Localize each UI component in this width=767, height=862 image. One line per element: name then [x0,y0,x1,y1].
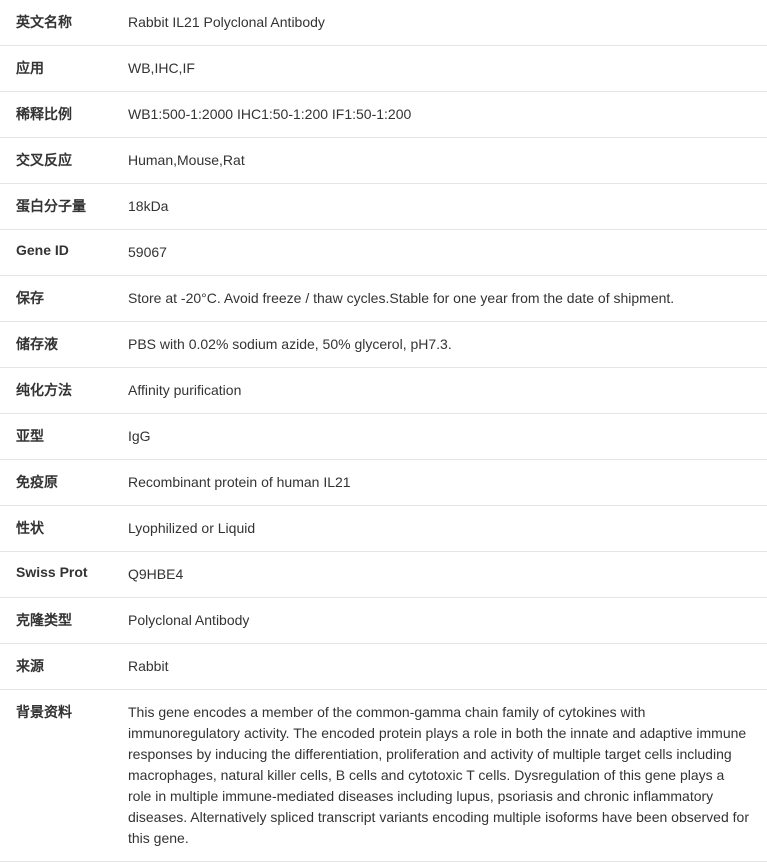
table-row: 保存 Store at -20°C. Avoid freeze / thaw c… [0,276,767,322]
table-row: 免疫原 Recombinant protein of human IL21 [0,460,767,506]
row-label: 性状 [0,506,120,552]
table-row: Swiss Prot Q9HBE4 [0,552,767,598]
row-value: Rabbit [120,644,767,690]
row-value: Rabbit IL21 Polyclonal Antibody [120,0,767,46]
table-row: 蛋白分子量 18kDa [0,184,767,230]
row-value: WB1:500-1:2000 IHC1:50-1:200 IF1:50-1:20… [120,92,767,138]
row-label: 来源 [0,644,120,690]
row-value: Recombinant protein of human IL21 [120,460,767,506]
row-label: Swiss Prot [0,552,120,598]
row-value: This gene encodes a member of the common… [120,690,767,862]
table-row: 亚型 IgG [0,414,767,460]
row-label: 免疫原 [0,460,120,506]
spec-table-body: 英文名称 Rabbit IL21 Polyclonal Antibody 应用 … [0,0,767,862]
row-label: 背景资料 [0,690,120,862]
row-label: 保存 [0,276,120,322]
row-value: Affinity purification [120,368,767,414]
row-value: IgG [120,414,767,460]
row-value: Store at -20°C. Avoid freeze / thaw cycl… [120,276,767,322]
row-label: 应用 [0,46,120,92]
table-row: Gene ID 59067 [0,230,767,276]
row-label: 纯化方法 [0,368,120,414]
spec-table: 英文名称 Rabbit IL21 Polyclonal Antibody 应用 … [0,0,767,862]
row-value: Human,Mouse,Rat [120,138,767,184]
row-label: Gene ID [0,230,120,276]
table-row: 背景资料 This gene encodes a member of the c… [0,690,767,862]
row-label: 英文名称 [0,0,120,46]
table-row: 应用 WB,IHC,IF [0,46,767,92]
row-label: 亚型 [0,414,120,460]
row-value: WB,IHC,IF [120,46,767,92]
table-row: 克隆类型 Polyclonal Antibody [0,598,767,644]
table-row: 稀释比例 WB1:500-1:2000 IHC1:50-1:200 IF1:50… [0,92,767,138]
row-value: PBS with 0.02% sodium azide, 50% glycero… [120,322,767,368]
row-label: 交叉反应 [0,138,120,184]
row-label: 稀释比例 [0,92,120,138]
table-row: 纯化方法 Affinity purification [0,368,767,414]
row-value: Q9HBE4 [120,552,767,598]
row-value: Polyclonal Antibody [120,598,767,644]
row-label: 克隆类型 [0,598,120,644]
row-value: Lyophilized or Liquid [120,506,767,552]
table-row: 储存液 PBS with 0.02% sodium azide, 50% gly… [0,322,767,368]
table-row: 交叉反应 Human,Mouse,Rat [0,138,767,184]
row-value: 18kDa [120,184,767,230]
row-value: 59067 [120,230,767,276]
row-label: 蛋白分子量 [0,184,120,230]
table-row: 来源 Rabbit [0,644,767,690]
row-label: 储存液 [0,322,120,368]
table-row: 性状 Lyophilized or Liquid [0,506,767,552]
table-row: 英文名称 Rabbit IL21 Polyclonal Antibody [0,0,767,46]
